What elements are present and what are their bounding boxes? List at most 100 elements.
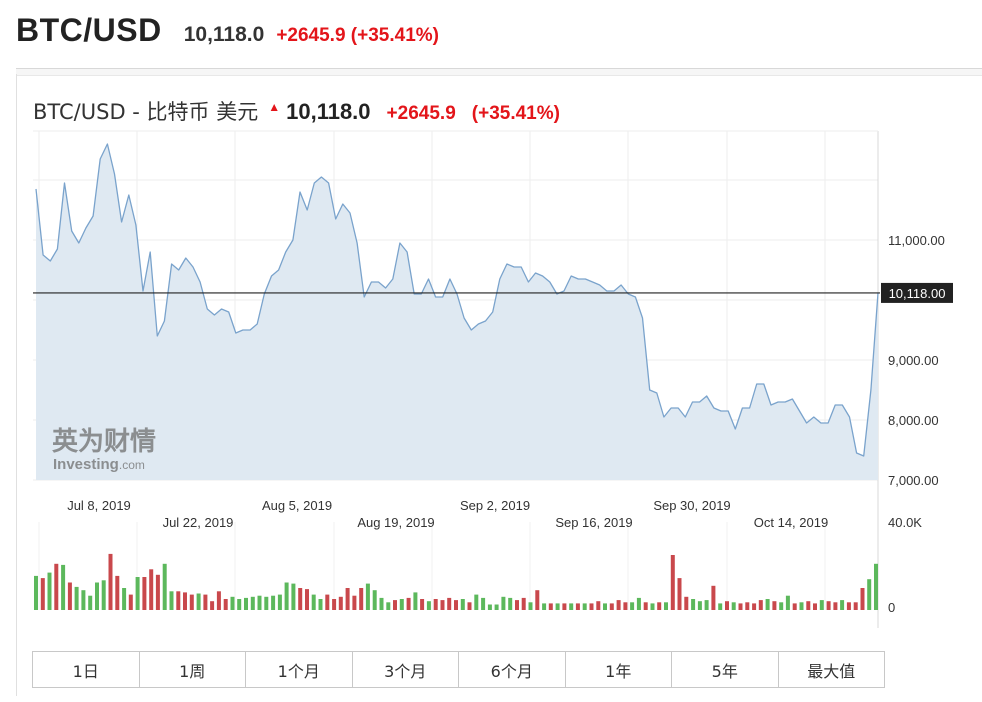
current-price-badge bbox=[881, 282, 953, 303]
symbol-title: BTC/USD bbox=[16, 12, 162, 48]
volume-bar bbox=[860, 588, 865, 610]
volume-bar bbox=[785, 595, 790, 610]
chart-change: +2645.9 bbox=[386, 103, 456, 124]
range-button-1m[interactable]: 1个月 bbox=[246, 652, 353, 687]
volume-bar bbox=[643, 602, 648, 610]
volume-bar bbox=[325, 594, 330, 610]
volume-bar bbox=[731, 602, 736, 610]
volume-bar bbox=[481, 597, 486, 610]
volume-bar bbox=[670, 555, 675, 610]
range-button-6m[interactable]: 6个月 bbox=[459, 652, 566, 687]
volume-bar bbox=[616, 600, 621, 610]
volume-bar bbox=[108, 553, 113, 610]
volume-bar bbox=[596, 601, 601, 610]
x-tick-label: Jul 22, 2019 bbox=[163, 515, 234, 530]
watermark-cn: 英为财情 bbox=[52, 427, 156, 457]
y-tick-label: 9,000.00 bbox=[888, 353, 939, 368]
y-tick-label: 7,000.00 bbox=[888, 473, 939, 488]
volume-bar bbox=[819, 600, 824, 610]
volume-bar bbox=[393, 600, 397, 610]
volume-bar bbox=[853, 602, 858, 610]
panel-top-border bbox=[16, 68, 982, 76]
volume-bar bbox=[636, 597, 641, 610]
volume-axis: 40.0K 0 bbox=[888, 515, 922, 615]
volume-bar bbox=[135, 577, 140, 610]
volume-bar bbox=[677, 578, 682, 610]
volume-bar bbox=[359, 588, 364, 610]
volume-bar bbox=[508, 597, 513, 610]
range-button-max[interactable]: 最大值 bbox=[807, 661, 856, 681]
panel-left-border bbox=[16, 74, 17, 696]
volume-bar bbox=[311, 594, 316, 610]
volume-bar bbox=[799, 602, 804, 610]
volume-bar bbox=[826, 601, 831, 610]
volume-bar bbox=[542, 603, 547, 610]
volume-bar bbox=[352, 595, 357, 610]
volume-bar bbox=[230, 596, 235, 610]
range-button-1w[interactable]: 1周 bbox=[140, 652, 246, 687]
volume-bar bbox=[779, 602, 784, 610]
time-range-selector: 1日 1周 1个月 3个月 6个月 1年 5年 最大值 bbox=[32, 651, 885, 688]
volume-bar bbox=[34, 575, 38, 610]
volume-bar bbox=[223, 599, 228, 610]
volume-bar bbox=[697, 601, 702, 610]
volume-bar bbox=[494, 604, 499, 610]
volume-bar bbox=[806, 601, 811, 610]
volume-tick-label: 40.0K bbox=[888, 515, 922, 530]
volume-bar bbox=[718, 603, 723, 610]
volume-bar bbox=[535, 590, 540, 610]
volume-bar bbox=[575, 603, 580, 610]
up-arrow-icon: ▲ bbox=[268, 100, 281, 114]
volume-bar bbox=[548, 603, 553, 610]
volume-bar bbox=[277, 594, 282, 610]
volume-bar bbox=[487, 604, 492, 610]
volume-bar bbox=[271, 595, 276, 610]
volume-bar bbox=[704, 600, 709, 610]
volume-bar bbox=[318, 599, 323, 610]
volume-bar bbox=[40, 578, 45, 610]
volume-bar bbox=[291, 583, 296, 610]
volume-bar bbox=[711, 585, 716, 610]
volume-bar bbox=[623, 602, 628, 610]
volume-bar bbox=[521, 597, 526, 610]
volume-bar bbox=[691, 599, 696, 610]
x-tick-label: Jul 8, 2019 bbox=[67, 498, 131, 513]
volume-bar bbox=[582, 603, 587, 610]
volume-bar bbox=[305, 589, 309, 610]
volume-bar bbox=[169, 591, 174, 610]
volume-bar bbox=[264, 596, 269, 610]
range-button-3m[interactable]: 3个月 bbox=[353, 652, 459, 687]
volume-bar bbox=[196, 593, 201, 610]
watermark-logo: 英为财情 Investing.com bbox=[52, 427, 156, 473]
range-button-1d[interactable]: 1日 bbox=[33, 652, 140, 687]
volume-bar bbox=[440, 600, 445, 610]
volume-bar bbox=[758, 600, 763, 610]
current-price-label: 10,118.00 bbox=[889, 286, 946, 301]
volume-bar bbox=[67, 582, 72, 610]
volume-bar bbox=[569, 603, 574, 610]
volume-bar bbox=[244, 597, 248, 610]
volume-bar bbox=[474, 594, 479, 610]
volume-bar bbox=[745, 602, 750, 610]
volume-bar bbox=[772, 601, 777, 610]
volume-bar bbox=[95, 582, 99, 610]
volume-bar bbox=[657, 602, 662, 610]
volume-bar bbox=[684, 596, 689, 610]
volume-bar bbox=[216, 591, 221, 610]
range-button-5y[interactable]: 5年 bbox=[672, 652, 779, 687]
volume-bar bbox=[61, 564, 66, 610]
volume-bar bbox=[162, 563, 167, 610]
x-tick-label: Aug 5, 2019 bbox=[262, 498, 332, 513]
volume-bar bbox=[738, 603, 743, 610]
chart-title: BTC/USD - 比特币 美元 bbox=[33, 100, 259, 124]
x-tick-label: Sep 2, 2019 bbox=[460, 498, 530, 513]
volume-bar bbox=[833, 602, 838, 610]
volume-bar bbox=[189, 594, 194, 610]
volume-bar bbox=[433, 599, 438, 610]
last-price: 10,118.0 bbox=[183, 23, 265, 46]
volume-bar bbox=[501, 596, 506, 610]
range-button-1y[interactable]: 1年 bbox=[566, 652, 672, 687]
volume-bar bbox=[372, 590, 377, 610]
volume-bar bbox=[176, 591, 181, 610]
